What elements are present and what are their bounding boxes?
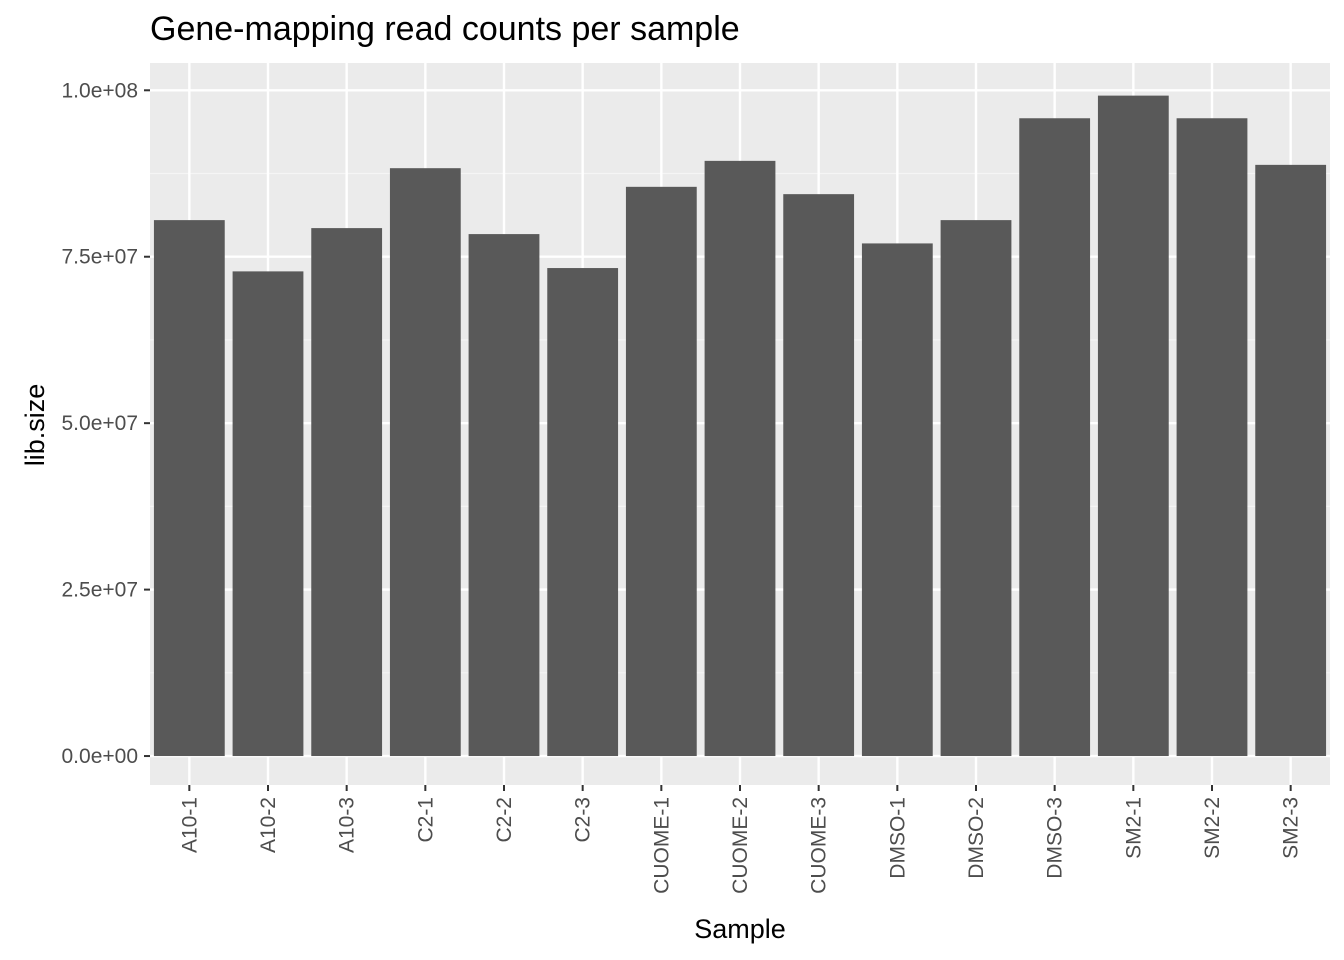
x-tick-label: C2-2 — [493, 797, 516, 843]
bar-DMSO-3 — [1019, 118, 1091, 757]
x-tick-label: A10-1 — [178, 797, 201, 853]
bar-A10-3 — [311, 228, 383, 757]
y-axis: 0.0e+00 2.5e+07 5.0e+07 7.5e+07 1.0e+08 — [62, 79, 150, 768]
x-axis: A10-1 A10-2 A10-3 C2-1 C2-2 C2-3 CUOME-1 CUOME-… — [178, 785, 1303, 894]
y-tick-label: 1.0e+08 — [62, 79, 139, 102]
x-tick-label: C2-1 — [414, 797, 437, 843]
x-tick-label: SM2-3 — [1280, 797, 1303, 859]
bar-CUOME-2 — [704, 160, 776, 757]
bar-A10-1 — [153, 220, 225, 757]
bar-SM2-1 — [1097, 95, 1169, 757]
x-tick-label: CUOME-1 — [650, 797, 673, 894]
x-tick-label: CUOME-3 — [808, 797, 831, 894]
x-tick-label: C2-3 — [572, 797, 595, 843]
x-tick-label: A10-3 — [336, 797, 359, 853]
bars — [153, 95, 1327, 757]
y-tick-label: 2.5e+07 — [62, 579, 139, 602]
x-axis-title: Sample — [694, 914, 786, 944]
bar-C2-1 — [389, 168, 461, 757]
x-tick-label: CUOME-2 — [729, 797, 752, 894]
bar-SM2-3 — [1255, 164, 1327, 757]
x-tick-label: SM2-1 — [1122, 797, 1145, 859]
bar-CUOME-1 — [625, 186, 697, 757]
bar-C2-3 — [547, 268, 619, 757]
x-tick-label: SM2-2 — [1201, 797, 1224, 859]
bar-SM2-2 — [1176, 118, 1248, 757]
bar-A10-2 — [232, 271, 304, 757]
bar-DMSO-2 — [940, 220, 1012, 757]
x-tick-label: DMSO-2 — [965, 797, 988, 879]
chart-title: Gene-mapping read counts per sample — [150, 10, 740, 48]
x-tick-label: A10-2 — [257, 797, 280, 853]
x-tick-label: DMSO-3 — [1044, 797, 1067, 879]
y-tick-label: 0.0e+00 — [62, 745, 139, 768]
x-tick-label: DMSO-1 — [886, 797, 909, 879]
bar-C2-2 — [468, 234, 540, 757]
y-tick-label: 5.0e+07 — [62, 412, 139, 435]
y-tick-label: 7.5e+07 — [62, 246, 139, 269]
bar-DMSO-1 — [861, 243, 933, 757]
y-axis-title: lib.size — [20, 384, 50, 467]
bar-CUOME-3 — [783, 194, 855, 757]
